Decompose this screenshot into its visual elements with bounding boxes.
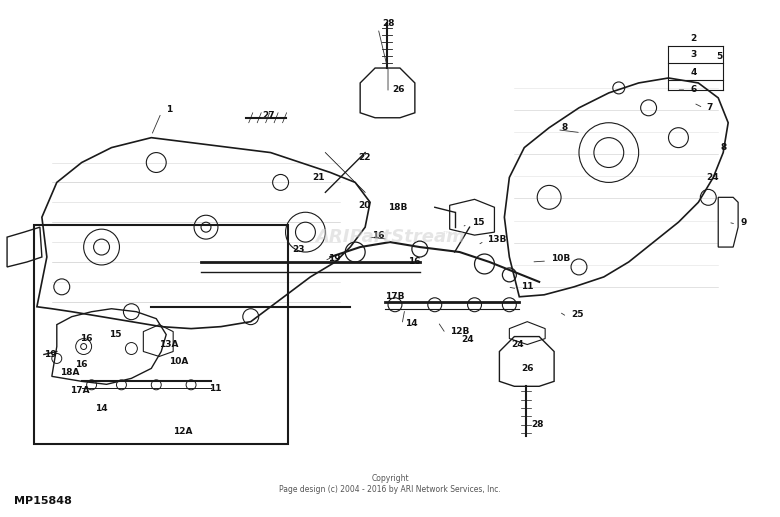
Text: 17B: 17B bbox=[385, 292, 405, 301]
Text: 1: 1 bbox=[166, 105, 172, 114]
Text: 28: 28 bbox=[531, 420, 544, 429]
Text: 8: 8 bbox=[561, 123, 567, 132]
Text: 3: 3 bbox=[690, 50, 697, 58]
Text: 12B: 12B bbox=[450, 327, 469, 336]
Text: 16: 16 bbox=[408, 257, 420, 266]
Text: 16: 16 bbox=[80, 334, 92, 343]
Text: 24: 24 bbox=[512, 340, 524, 349]
Text: 9: 9 bbox=[740, 218, 746, 226]
Text: 13A: 13A bbox=[159, 340, 179, 349]
Text: 18B: 18B bbox=[388, 203, 407, 212]
Text: 24: 24 bbox=[462, 335, 474, 344]
Text: 5: 5 bbox=[716, 52, 722, 60]
Text: 26: 26 bbox=[392, 85, 405, 95]
Text: ™: ™ bbox=[441, 229, 452, 239]
Text: 14: 14 bbox=[405, 319, 417, 328]
Text: 19: 19 bbox=[44, 350, 56, 359]
Text: 11: 11 bbox=[209, 384, 222, 393]
Text: 6: 6 bbox=[690, 85, 697, 95]
Text: 23: 23 bbox=[292, 245, 305, 253]
Text: MP15848: MP15848 bbox=[14, 496, 72, 506]
Text: 13B: 13B bbox=[488, 235, 507, 244]
Text: 10B: 10B bbox=[551, 254, 570, 264]
Text: 18A: 18A bbox=[60, 368, 80, 377]
Text: 22: 22 bbox=[358, 153, 370, 162]
Text: 15: 15 bbox=[472, 218, 484, 226]
Text: 21: 21 bbox=[313, 173, 325, 182]
Text: 20: 20 bbox=[358, 201, 370, 210]
Text: 25: 25 bbox=[571, 310, 583, 319]
Text: 16: 16 bbox=[372, 231, 385, 239]
Text: 17A: 17A bbox=[69, 386, 90, 395]
Text: 19: 19 bbox=[328, 254, 341, 264]
Text: 24: 24 bbox=[707, 173, 719, 182]
Text: 15: 15 bbox=[109, 330, 122, 339]
Text: 8: 8 bbox=[720, 143, 726, 152]
Text: 16: 16 bbox=[75, 360, 87, 369]
Text: 26: 26 bbox=[521, 364, 534, 373]
Text: ARIPartStream: ARIPartStream bbox=[315, 228, 465, 246]
Text: Copyright
Page design (c) 2004 - 2016 by ARI Network Services, Inc.: Copyright Page design (c) 2004 - 2016 by… bbox=[279, 474, 501, 494]
Bar bbox=[34, 225, 288, 444]
Text: 4: 4 bbox=[690, 68, 697, 77]
Text: 28: 28 bbox=[382, 19, 395, 28]
Text: 14: 14 bbox=[94, 404, 107, 413]
Text: 10A: 10A bbox=[169, 357, 189, 366]
Text: 27: 27 bbox=[263, 111, 275, 120]
Text: 12A: 12A bbox=[173, 427, 193, 435]
Text: 2: 2 bbox=[690, 34, 697, 43]
Text: 7: 7 bbox=[707, 103, 713, 112]
Text: 11: 11 bbox=[521, 282, 534, 292]
